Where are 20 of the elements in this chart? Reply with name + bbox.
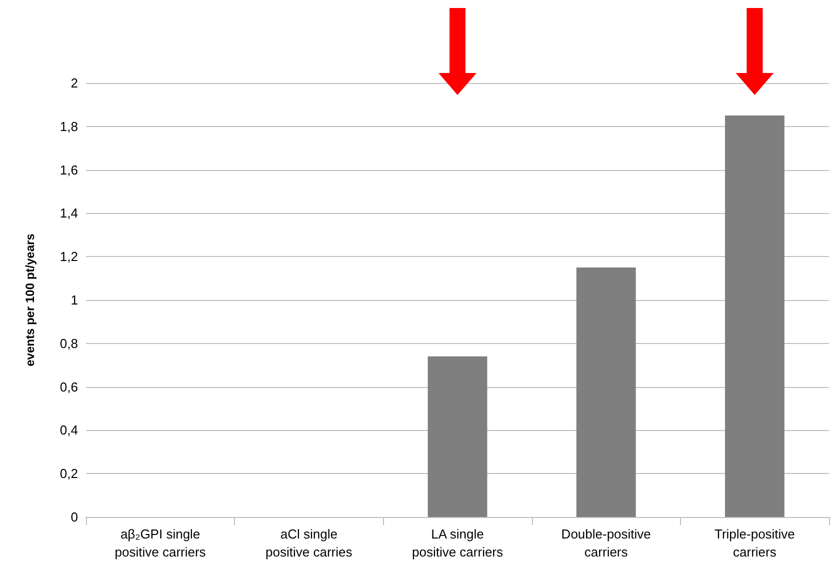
y-tick-label: 0,8 — [60, 336, 78, 351]
y-tick-label: 0,6 — [60, 379, 78, 394]
y-tick-label: 1 — [70, 292, 78, 308]
y-axis-title: events per 100 pt/years — [23, 233, 37, 366]
y-tick-label: 1,2 — [60, 249, 78, 264]
bar — [428, 356, 488, 517]
y-tick-label: 1,6 — [60, 162, 78, 178]
y-tick-label: 0,2 — [60, 466, 78, 482]
x-tick-label: Double-positive carriers — [561, 526, 651, 560]
y-tick-label: 2 — [70, 76, 78, 90]
x-tick-label: Triple-positive carriers — [714, 526, 795, 560]
y-tick-label: 0,4 — [60, 422, 78, 438]
x-tick-label: LA single positive carriers — [412, 526, 504, 560]
bar — [724, 116, 784, 517]
y-tick-label: 0 — [70, 510, 78, 524]
y-tick-label: 1,8 — [60, 118, 78, 134]
x-tick-label: aCl single positive carries — [266, 526, 353, 560]
bar — [576, 267, 636, 517]
y-tick-label: 1,4 — [60, 206, 78, 221]
x-tick-label: aβ₂GPI single positive carriers — [114, 526, 206, 560]
